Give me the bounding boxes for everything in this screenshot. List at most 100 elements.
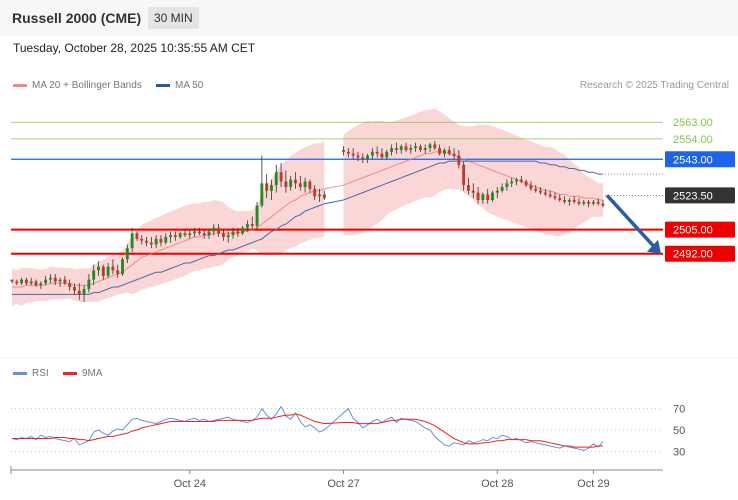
candle-body bbox=[15, 281, 19, 284]
candle-body bbox=[298, 183, 302, 188]
candle-body bbox=[375, 151, 379, 154]
candle-body bbox=[322, 194, 326, 199]
candle-body bbox=[145, 240, 148, 243]
candle-body bbox=[308, 181, 312, 189]
candle-body bbox=[226, 235, 230, 238]
candle-body bbox=[265, 183, 269, 191]
ma20-swatch bbox=[13, 83, 27, 87]
candle-body bbox=[370, 151, 374, 156]
candle-body bbox=[476, 192, 480, 200]
candle-body bbox=[519, 179, 523, 182]
candle-body bbox=[539, 190, 542, 193]
level-label-2492.00: 2492.00 bbox=[673, 249, 713, 261]
candle-body bbox=[135, 233, 139, 239]
legend-9ma: 9MA bbox=[63, 368, 103, 379]
candle-body bbox=[183, 233, 187, 236]
candle-body bbox=[452, 153, 456, 156]
candle-body bbox=[481, 194, 485, 200]
candle-body bbox=[577, 201, 581, 204]
level-box-2543.00 bbox=[665, 151, 735, 168]
candle-body bbox=[438, 148, 442, 154]
legend-ma50-label: MA 50 bbox=[175, 80, 204, 91]
candle-body bbox=[217, 227, 221, 234]
forecast-arrow-shaft bbox=[605, 194, 657, 249]
legend-ma20: MA 20 + Bollinger Bands bbox=[13, 80, 142, 92]
candle-body bbox=[563, 200, 567, 202]
candle-body bbox=[202, 233, 206, 236]
level-label-2505.00: 2505.00 bbox=[673, 225, 713, 237]
x-tick-oct-24: Oct 24 bbox=[174, 478, 206, 490]
legend-9ma-label: 9MA bbox=[82, 368, 103, 379]
candle-body bbox=[313, 188, 317, 197]
last-price-label: 2523.50 bbox=[673, 190, 713, 202]
rsi-tick-50: 50 bbox=[673, 425, 685, 437]
rsi-tick-70: 70 bbox=[673, 404, 685, 416]
candle-body bbox=[409, 148, 413, 150]
candle-body bbox=[116, 270, 120, 275]
candle-body bbox=[87, 279, 91, 289]
last-price-box bbox=[665, 187, 735, 204]
copyright: Research © 2025 Trading Central bbox=[579, 80, 729, 91]
candle-body bbox=[534, 188, 538, 191]
candle-body bbox=[221, 233, 225, 238]
level-box-2492.00 bbox=[665, 245, 735, 262]
candle-body bbox=[418, 146, 422, 150]
candle-body bbox=[159, 238, 163, 243]
candle-body bbox=[212, 227, 216, 232]
candle-body bbox=[491, 192, 494, 200]
candle-body bbox=[44, 279, 48, 284]
candle-body bbox=[380, 153, 384, 158]
candle-body bbox=[63, 279, 67, 284]
candle-body bbox=[442, 150, 446, 154]
legend-ma20-label: MA 20 + Bollinger Bands bbox=[32, 80, 142, 91]
candle-body bbox=[356, 155, 360, 158]
candle-body bbox=[548, 194, 552, 197]
candle-body bbox=[106, 266, 110, 276]
candle-body bbox=[101, 266, 105, 276]
candle-body bbox=[245, 224, 249, 228]
interval-badge[interactable]: 30 MIN bbox=[148, 7, 199, 29]
candle-body bbox=[399, 146, 403, 150]
ma50-swatch bbox=[156, 83, 170, 87]
candle-body bbox=[467, 185, 470, 191]
x-tick-oct-28: Oct 28 bbox=[481, 478, 513, 490]
candle-body bbox=[58, 279, 62, 282]
candle-body bbox=[390, 148, 394, 152]
candle-body bbox=[34, 281, 38, 286]
candle-body bbox=[274, 172, 278, 186]
bollinger-band-1 bbox=[12, 141, 325, 306]
candle-body bbox=[169, 235, 173, 238]
candle-body bbox=[572, 200, 576, 202]
candle-body bbox=[500, 187, 504, 191]
candle-body bbox=[164, 237, 168, 243]
candle-body bbox=[587, 201, 591, 204]
candle-body bbox=[53, 277, 57, 282]
candle-body bbox=[270, 185, 273, 191]
candle-body bbox=[20, 279, 24, 284]
candle-body bbox=[591, 201, 595, 204]
candle-body bbox=[524, 181, 528, 186]
candle-body bbox=[346, 151, 350, 154]
timestamp: Tuesday, October 28, 2025 10:35:55 AM CE… bbox=[13, 41, 256, 55]
candle-body bbox=[582, 201, 586, 204]
candle-body bbox=[596, 201, 600, 204]
candle-body bbox=[394, 148, 398, 150]
candle-body bbox=[303, 181, 307, 188]
candle-body bbox=[423, 148, 427, 150]
candle-body bbox=[130, 233, 134, 249]
candle-body bbox=[236, 231, 240, 234]
candle-body bbox=[29, 281, 33, 284]
candle-body bbox=[77, 290, 81, 295]
candle-body bbox=[428, 144, 432, 149]
legend-rsi-label: RSI bbox=[32, 368, 49, 379]
candle-body bbox=[10, 279, 14, 282]
candle-body bbox=[385, 151, 389, 158]
rsi-line bbox=[11, 405, 604, 451]
candle-body bbox=[553, 196, 557, 199]
candle-body bbox=[92, 270, 96, 280]
candle-body bbox=[193, 231, 197, 234]
candle-body bbox=[457, 155, 461, 165]
candle-body bbox=[294, 179, 297, 184]
candle-body bbox=[97, 266, 100, 271]
candle-body bbox=[260, 183, 264, 206]
